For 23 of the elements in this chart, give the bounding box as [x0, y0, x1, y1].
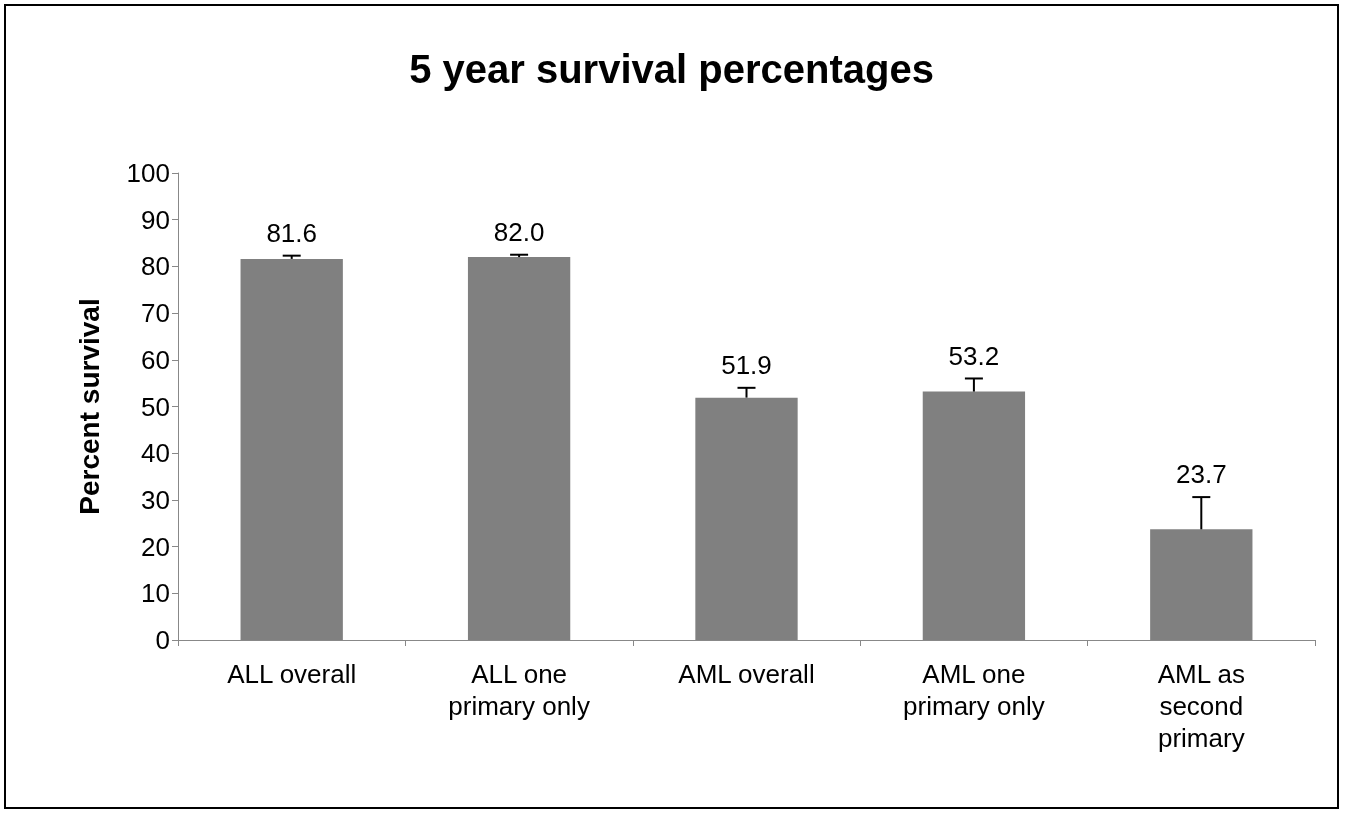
x-tick-label: AML overall	[678, 659, 815, 689]
y-tick-label: 100	[126, 158, 170, 188]
data-label: 51.9	[721, 349, 772, 380]
y-tick-label: 0	[155, 625, 170, 655]
y-tick-label: 90	[141, 204, 170, 235]
chart-title: 5 year survival percentages	[409, 47, 934, 91]
y-tick-label: 30	[141, 484, 170, 515]
x-tick-label: AML one primary only	[903, 659, 1045, 721]
data-label: 53.2	[948, 340, 1000, 371]
data-label: 82.0	[493, 216, 545, 247]
data-label: 81.6	[266, 217, 317, 248]
y-axis-title: Percent survival	[73, 298, 105, 515]
data-label: 23.7	[1176, 459, 1227, 490]
y-tick-label: 80	[141, 251, 170, 282]
y-tick-label: 60	[141, 344, 170, 375]
y-tick-label: 70	[141, 298, 170, 329]
x-tick-label: ALL one primary only	[448, 659, 590, 721]
y-tick-label: 50	[141, 391, 170, 422]
y-tick-label: 20	[141, 531, 170, 562]
y-tick-label: 40	[141, 438, 170, 469]
y-tick-label: 10	[141, 578, 170, 609]
x-tick-label: ALL overall	[227, 659, 357, 689]
x-tick-label: AML as second primary	[1157, 659, 1245, 753]
